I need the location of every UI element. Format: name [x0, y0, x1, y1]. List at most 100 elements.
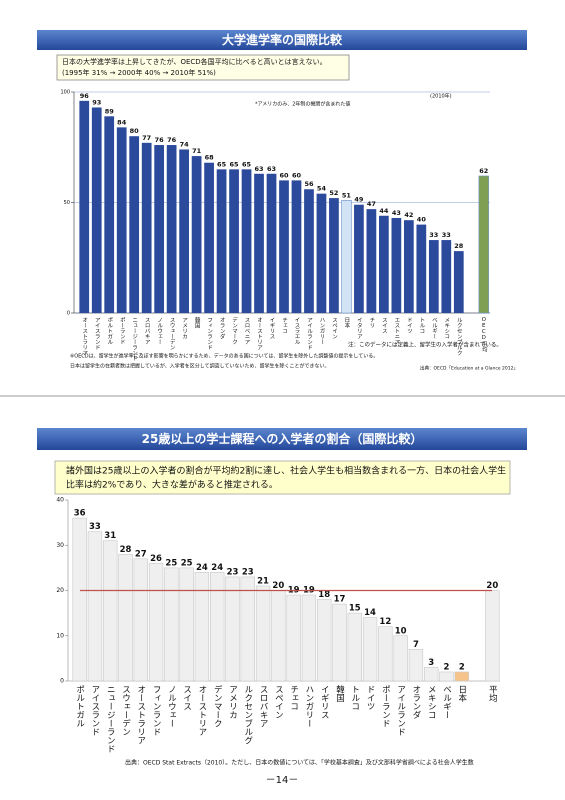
value-label: 42 [404, 211, 413, 219]
bar [191, 156, 202, 313]
bar [241, 169, 252, 313]
bar [424, 667, 439, 682]
chart-title: 大学進学率の国際比較 [222, 32, 343, 47]
x-tick-label: ハンガリー [318, 317, 325, 345]
bar [317, 599, 332, 682]
bar [408, 649, 424, 682]
y-tick-label: 10 [56, 632, 64, 639]
x-tick-label: ニュージーランド [105, 685, 115, 753]
x-tick-label: ドイツ [406, 317, 413, 334]
x-tick-label: ノルウェー [156, 317, 163, 345]
value-label: 43 [392, 209, 401, 217]
x-tick-label: アイスランド [94, 317, 101, 351]
value-label: 18 [318, 590, 330, 600]
bar [301, 594, 317, 682]
value-label: 74 [180, 140, 190, 148]
value-label: 63 [255, 165, 264, 173]
page-number: －14－ [266, 775, 299, 786]
bar [441, 240, 452, 313]
x-tick-label: スウェーデン [169, 317, 176, 351]
x-tick-label: ベルギー [431, 317, 438, 339]
bar [129, 136, 140, 313]
x-tick-label: チェコ [281, 317, 288, 334]
x-tick-label: オーストリア [256, 317, 263, 351]
value-label: 24 [196, 563, 208, 573]
bar [179, 567, 194, 682]
bar [453, 251, 464, 313]
x-tick-label: 韓国 [335, 684, 345, 703]
value-label: 44 [379, 207, 389, 215]
value-label: 36 [74, 509, 86, 519]
bar [133, 558, 148, 682]
bar [79, 100, 90, 313]
bar [291, 180, 302, 313]
x-tick-label: ルクセンブルク [456, 317, 463, 356]
value-label: 96 [80, 92, 90, 100]
y-tick-label: 40 [56, 497, 64, 504]
x-tick-label: 日本 [343, 317, 350, 330]
x-tick-label: スロベニア [244, 317, 251, 345]
note-line: 比率は約2%であり、大きな差があると推定される。 [66, 479, 278, 491]
bar [229, 169, 239, 313]
value-label: 76 [167, 136, 177, 144]
x-tick-label: ポルトガル [75, 685, 85, 728]
value-label: 26 [150, 554, 162, 564]
source: 出典：OECD Stat Extracts（2010）。ただし、日本の数値につい… [125, 759, 474, 767]
annotation: 注：このデータには定義上、留学生の入学者が含まれている。 [348, 341, 502, 349]
bar [141, 142, 152, 313]
x-tick-label: チェコ [289, 685, 299, 711]
x-tick-label: スイス [381, 317, 388, 334]
x-tick-label: イスラエル [293, 317, 300, 345]
bar [240, 576, 255, 682]
bar [416, 224, 427, 313]
bar [103, 540, 118, 682]
value-label: 93 [92, 98, 101, 106]
x-tick-label: OECD平均 [481, 317, 488, 353]
bar [378, 626, 393, 682]
x-tick-label: アイルランド [306, 317, 313, 351]
value-label: 56 [304, 180, 314, 188]
bar [216, 169, 227, 313]
bar [271, 590, 286, 682]
x-tick-label: スペイン [331, 317, 338, 340]
x-tick-label: オランダ [219, 317, 226, 341]
x-tick-label: メキシコ [443, 317, 450, 339]
x-tick-label: スウェーデン [121, 685, 131, 736]
value-label: 65 [242, 160, 252, 168]
value-label: 31 [104, 531, 116, 541]
x-tick-label: アメリカ [181, 317, 188, 340]
x-tick-label: ベルギー [442, 685, 452, 719]
bar [341, 199, 352, 314]
note-line: 日本の大学進学率は上昇してきたが、OECD各国平均に比べると高いとは言えない。 [62, 57, 327, 66]
y-tick-label: 0 [67, 311, 70, 317]
value-label: 51 [342, 191, 352, 199]
x-tick-label: エストニア [393, 317, 400, 345]
y-tick-label: 100 [60, 90, 70, 96]
annotation: 日本は留学生の在籍者数は把握しているが、入学者を区分して調査していないため、留学… [70, 363, 329, 370]
value-label: 25 [181, 558, 193, 568]
value-label: 77 [142, 134, 151, 142]
x-tick-label: 韓国 [194, 316, 201, 330]
value-label: 2 [459, 662, 465, 672]
x-tick-label: ルクセンブルグ [243, 685, 253, 745]
value-label: 49 [354, 196, 364, 204]
bar [393, 635, 408, 682]
x-tick-label: トルコ [350, 685, 360, 711]
value-label: 3 [428, 658, 434, 668]
value-label: 60 [279, 171, 289, 179]
bar [204, 162, 214, 313]
bar [87, 531, 103, 682]
x-tick-label: イギリス [269, 317, 276, 339]
x-tick-label: スペイン [273, 685, 283, 719]
header-bar [37, 428, 527, 450]
x-tick-label: オーストラリア [81, 317, 88, 356]
x-tick-label: オーストリア [197, 685, 207, 736]
value-label: 23 [242, 567, 254, 577]
bar [439, 671, 454, 682]
value-label: 62 [479, 167, 488, 175]
value-label: 17 [334, 595, 346, 605]
x-tick-label: 日本 [457, 685, 467, 703]
bar [478, 175, 489, 314]
x-tick-label: ポルトガル [106, 317, 113, 345]
